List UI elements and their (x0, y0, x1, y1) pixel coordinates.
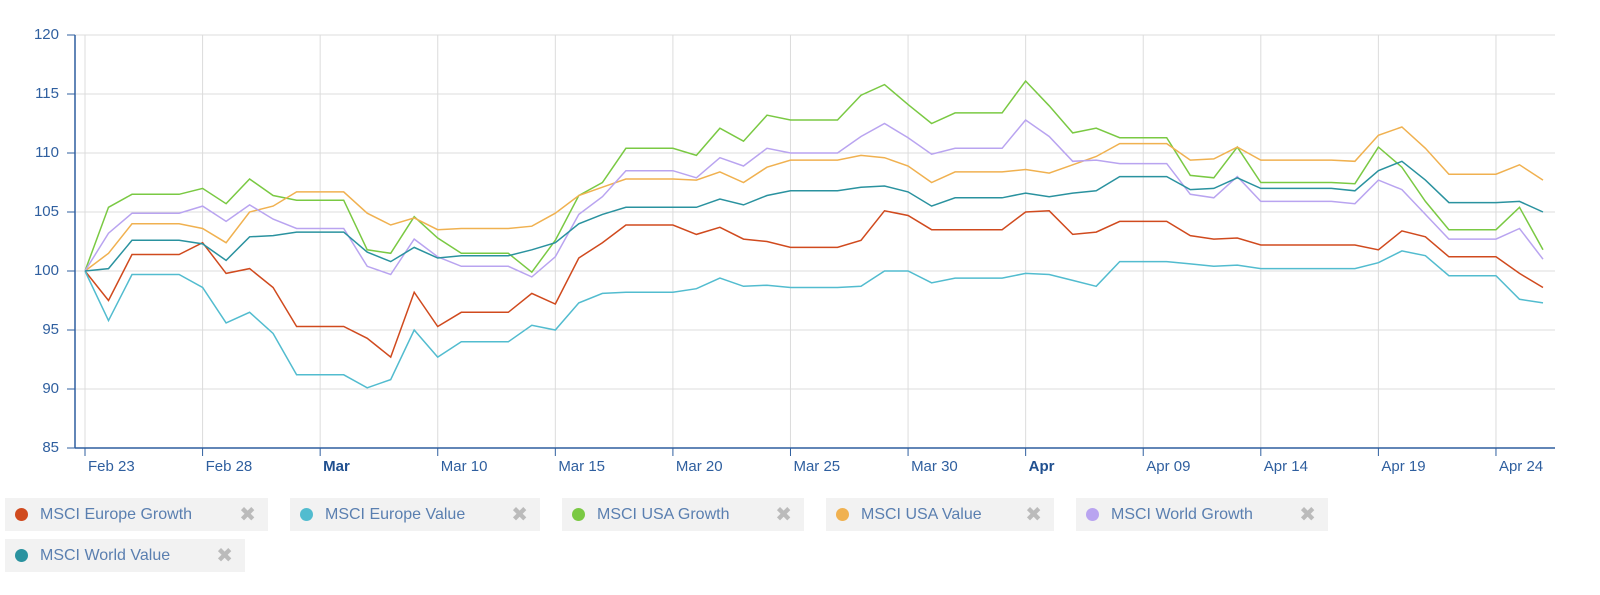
legend-item[interactable]: MSCI Europe Growth ✖ (5, 498, 268, 531)
remove-button[interactable]: ✖ (1025, 504, 1042, 526)
x-tick-label: Apr 19 (1381, 458, 1425, 475)
series-line (84, 126, 1544, 272)
legend-item[interactable]: MSCI World Growth ✖ (1076, 498, 1328, 531)
series-line (84, 160, 1544, 272)
legend-label: MSCI World Growth (1111, 505, 1253, 523)
series-line (84, 79, 1544, 274)
legend-item[interactable]: MSCI World Value ✖ (5, 539, 245, 572)
y-tick-label: 85 (42, 439, 59, 456)
x-tick-label: Mar (323, 458, 350, 475)
y-tick-label: 90 (42, 380, 59, 397)
series-line (84, 118, 1544, 278)
x-tick-label: Apr 14 (1264, 458, 1308, 475)
legend-label: MSCI Europe Value (325, 505, 466, 523)
legend-swatch (572, 508, 585, 521)
x-tick-label: Mar 30 (911, 458, 958, 475)
remove-button[interactable]: ✖ (511, 504, 528, 526)
y-tick-label: 110 (35, 144, 59, 161)
x-tick-label: Feb 28 (206, 458, 253, 475)
x-tick-label: Mar 10 (441, 458, 488, 475)
legend-swatch (15, 549, 28, 562)
series-line (84, 250, 1544, 389)
x-tick-label: Feb 23 (88, 458, 135, 475)
remove-button[interactable]: ✖ (216, 545, 233, 567)
legend-label: MSCI USA Growth (597, 505, 730, 523)
remove-button[interactable]: ✖ (1299, 504, 1316, 526)
legend-item[interactable]: MSCI Europe Value ✖ (290, 498, 540, 531)
series-line (84, 209, 1544, 359)
legend: MSCI Europe Growth ✖ MSCI Europe Value ✖ MSC… (5, 498, 1350, 572)
y-tick-label: 105 (34, 203, 59, 220)
legend-label: MSCI World Value (40, 546, 171, 564)
legend-item[interactable]: MSCI USA Value ✖ (826, 498, 1054, 531)
legend-swatch (300, 508, 313, 521)
chart: 85 90 95 100 105 110 115 120 Feb 23 Feb 28 Mar Mar … (34, 26, 1555, 475)
legend-item[interactable]: MSCI USA Growth ✖ (562, 498, 804, 531)
x-tick-label: Mar 20 (676, 458, 723, 475)
x-tick-label: Mar 25 (793, 458, 840, 475)
legend-swatch (836, 508, 849, 521)
legend-label: MSCI Europe Growth (40, 505, 193, 523)
x-tick-label: Mar 15 (558, 458, 605, 475)
remove-button[interactable]: ✖ (239, 504, 256, 526)
y-tick-label: 95 (42, 321, 59, 338)
remove-button[interactable]: ✖ (775, 504, 792, 526)
y-tick-label: 115 (35, 85, 59, 102)
legend-swatch (15, 508, 28, 521)
x-tick-label: Apr 24 (1499, 458, 1543, 475)
x-tick-label: Apr 09 (1146, 458, 1190, 475)
x-tick-label: Apr (1029, 458, 1055, 475)
y-tick-label: 120 (34, 26, 59, 43)
legend-swatch (1086, 508, 1099, 521)
y-tick-label: 100 (34, 262, 59, 279)
legend-label: MSCI USA Value (861, 505, 982, 523)
